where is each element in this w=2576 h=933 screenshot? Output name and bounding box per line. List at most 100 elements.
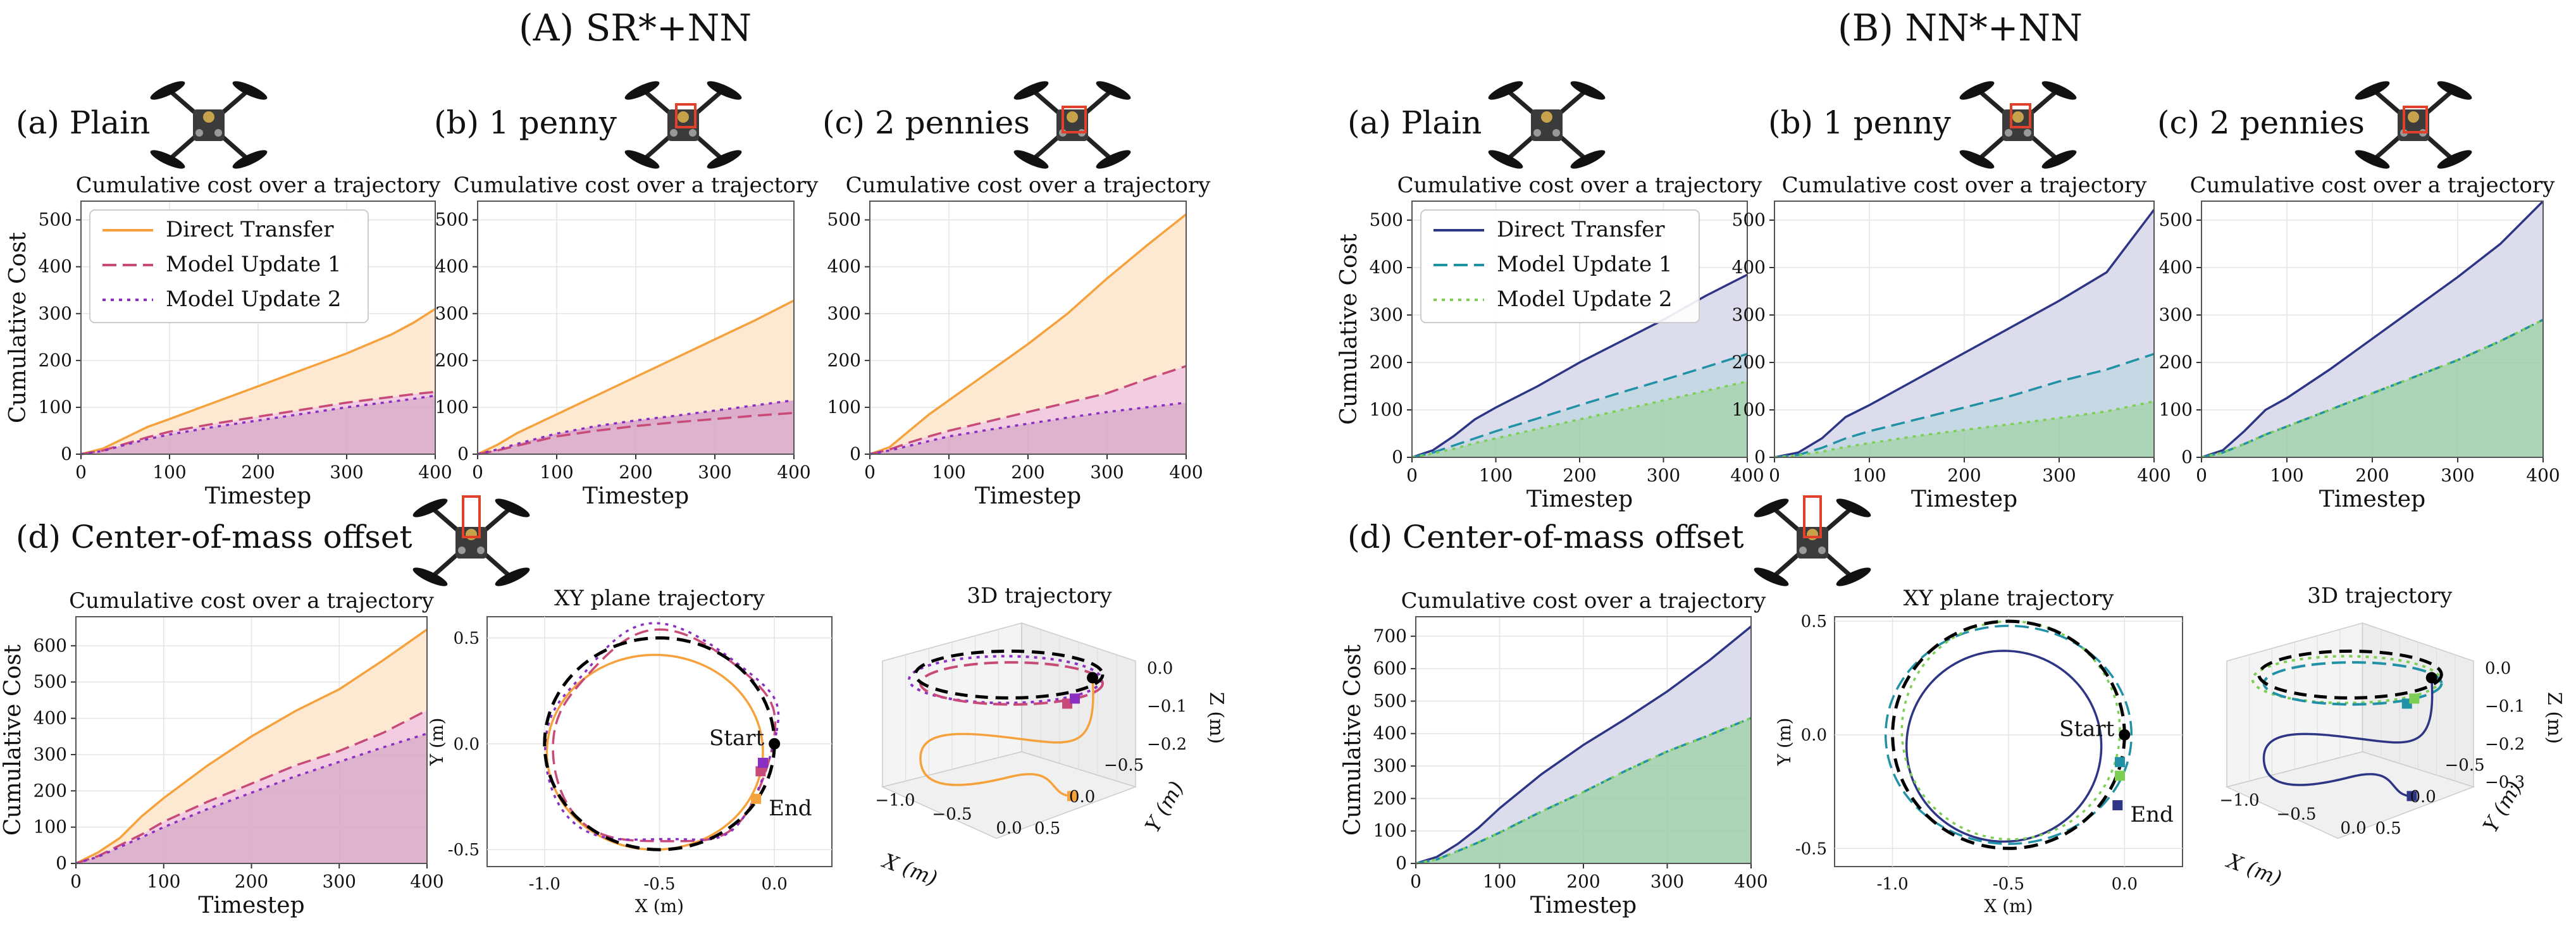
tick-label-x: 200 bbox=[241, 462, 275, 483]
chart-title: Cumulative cost over a trajectory bbox=[76, 173, 442, 198]
reference-loop bbox=[913, 649, 1105, 700]
chart-title: XY plane trajectory bbox=[554, 586, 765, 611]
tick-label-y: 300 bbox=[34, 744, 67, 765]
series-line-model-update-1 bbox=[869, 365, 1187, 455]
tick-label-z: 0.0 bbox=[2485, 659, 2511, 678]
tick-label-y: 0 bbox=[1392, 447, 1403, 467]
trajectory-0 bbox=[1905, 650, 2103, 843]
x-axis-label: X (m) bbox=[635, 896, 684, 917]
y-axis-label: Cumulative Cost bbox=[1340, 644, 1366, 836]
annotation-start: Start bbox=[709, 726, 764, 751]
legend-label: Direct Transfer bbox=[1497, 217, 1665, 242]
quadrotor-icon-B-com bbox=[1752, 490, 1873, 595]
tick-label-y: -0.5 bbox=[1795, 839, 1827, 858]
chart-B-com: 0 100 200 300 400 0 100 200 300 400 500 600 700 Cumul… bbox=[1340, 588, 1768, 918]
chart-B-plain: 0 100 200 300 4000100200300400500Cumulative … bbox=[1336, 173, 1764, 512]
tick-label-x: −0.5 bbox=[2276, 805, 2316, 824]
chart-title: Cumulative cost over a trajectory bbox=[454, 173, 819, 198]
series-line-model-update-2 bbox=[869, 401, 1187, 455]
end-marker bbox=[755, 766, 766, 777]
series-line-model-update-2 bbox=[2201, 318, 2544, 459]
tick-label-y: 200 bbox=[2159, 352, 2193, 373]
tick-label-x: -0.5 bbox=[643, 875, 675, 894]
band-direct-transfer bbox=[81, 309, 435, 454]
tick-label-y: 0.5 bbox=[454, 629, 480, 648]
tick-label-y: −0.5 bbox=[2445, 756, 2485, 775]
tick-label-y: 0.0 bbox=[2410, 788, 2436, 806]
chart-B-3d: 3D trajectory 0.0 −0.1 −0.2 −0.3 Z (m) −1.0 −0.… bbox=[2219, 583, 2565, 891]
end-marker bbox=[2115, 757, 2125, 767]
tick-label-x: 100 bbox=[932, 462, 965, 483]
tick-label-y: 400 bbox=[1370, 257, 1403, 278]
tick-label-y: 300 bbox=[1370, 304, 1403, 325]
chart-A-plain: 0 100 200 300 4000100200300400500Cumulative … bbox=[5, 173, 452, 509]
tick-label-y: 500 bbox=[39, 209, 72, 230]
series-line-model-update-2 bbox=[75, 732, 428, 865]
tick-label-x: 300 bbox=[323, 871, 356, 892]
subtitle-A-com: (d) Center-of-mass offset bbox=[16, 519, 412, 555]
subtitle-A-penny1: (b) 1 penny bbox=[434, 104, 617, 141]
annotation-end: End bbox=[2130, 802, 2173, 827]
tick-label-x: 400 bbox=[418, 462, 452, 483]
tick-label-z: −0.1 bbox=[2485, 697, 2525, 716]
tick-label-x: 300 bbox=[698, 462, 731, 483]
tick-label-y: 400 bbox=[1732, 257, 1766, 278]
tick-label-z: 0.0 bbox=[1147, 659, 1173, 678]
band-model-update-2 bbox=[1774, 401, 2154, 457]
tick-label-y: 300 bbox=[1732, 304, 1766, 325]
plot-border bbox=[477, 201, 795, 455]
legend: Direct Transfer Model Update 1 Model Updat… bbox=[89, 209, 369, 323]
tick-label-y: 400 bbox=[1373, 723, 1407, 744]
tick-label-y: 400 bbox=[2159, 257, 2193, 278]
tick-label-y: 100 bbox=[827, 397, 861, 417]
tick-label-z: −0.2 bbox=[2485, 735, 2525, 754]
tick-label-x: 400 bbox=[777, 462, 810, 483]
legend-label: Direct Transfer bbox=[166, 217, 334, 242]
tick-label-y: 400 bbox=[39, 256, 72, 277]
tick-label-x: 300 bbox=[2441, 465, 2474, 486]
chart-A-com: 0 100 200 300 4000100200300400500600Cumulati… bbox=[0, 588, 444, 918]
plot-border bbox=[1774, 201, 2155, 458]
tick-label-x: 400 bbox=[410, 871, 443, 892]
tick-label-x: 400 bbox=[2137, 465, 2170, 486]
tick-label-y: 200 bbox=[1373, 788, 1407, 808]
tick-label-x: 100 bbox=[540, 462, 573, 483]
tick-label-x: 0 bbox=[472, 462, 483, 483]
tick-label-y: 200 bbox=[39, 350, 72, 371]
tick-label-x: 100 bbox=[2270, 465, 2303, 486]
tick-label-x: 100 bbox=[1483, 871, 1516, 892]
legend-label: Model Update 2 bbox=[166, 287, 342, 312]
tick-label-y: 300 bbox=[1373, 755, 1407, 776]
tick-label-y: 600 bbox=[34, 635, 67, 656]
chart-title: Cumulative cost over a trajectory bbox=[2190, 173, 2556, 198]
tick-label-x: −1.0 bbox=[2219, 791, 2259, 810]
annotation-start: Start bbox=[2059, 717, 2114, 742]
tick-label-y: −0.5 bbox=[1104, 756, 1144, 775]
x-axis-label: X (m) bbox=[878, 848, 941, 891]
plot-border bbox=[869, 201, 1187, 455]
series-line-model-update-2 bbox=[1415, 717, 1752, 865]
x-axis-label: Timestep bbox=[205, 483, 311, 509]
tick-label-y: -0.5 bbox=[448, 841, 480, 860]
series-line-direct-transfer bbox=[2201, 200, 2544, 459]
x-axis-label: Timestep bbox=[1526, 486, 1633, 512]
x-axis-label: Timestep bbox=[583, 483, 689, 509]
band-direct-transfer bbox=[76, 629, 427, 863]
tick-label-y: 100 bbox=[34, 817, 67, 837]
tick-label-y: 300 bbox=[827, 303, 861, 324]
chart-B-penny1: 0 100 200 300 4000100200300400500Cumulative … bbox=[1732, 173, 2171, 512]
legend-label: Model Update 1 bbox=[1497, 252, 1673, 277]
end-marker bbox=[2112, 800, 2123, 811]
tick-label-x: 200 bbox=[1563, 465, 1596, 486]
chart-A-penny1: 0 100 200 300 400 0 100 200 300 400 500 Cumulative … bbox=[435, 173, 819, 509]
legend: Direct Transfer Model Update 1 Model Updat… bbox=[1420, 209, 1700, 323]
tick-label-y: 0 bbox=[850, 443, 861, 464]
tick-label-x: 0 bbox=[864, 462, 876, 483]
tick-label-y: 400 bbox=[435, 256, 469, 277]
subtitle-B-com: (d) Center-of-mass offset bbox=[1347, 519, 1744, 555]
plot-border bbox=[1411, 201, 1748, 458]
tick-label-y: 0.0 bbox=[454, 735, 480, 754]
tick-label-x: -0.5 bbox=[1993, 875, 2024, 894]
tick-label-x: 300 bbox=[1090, 462, 1124, 483]
